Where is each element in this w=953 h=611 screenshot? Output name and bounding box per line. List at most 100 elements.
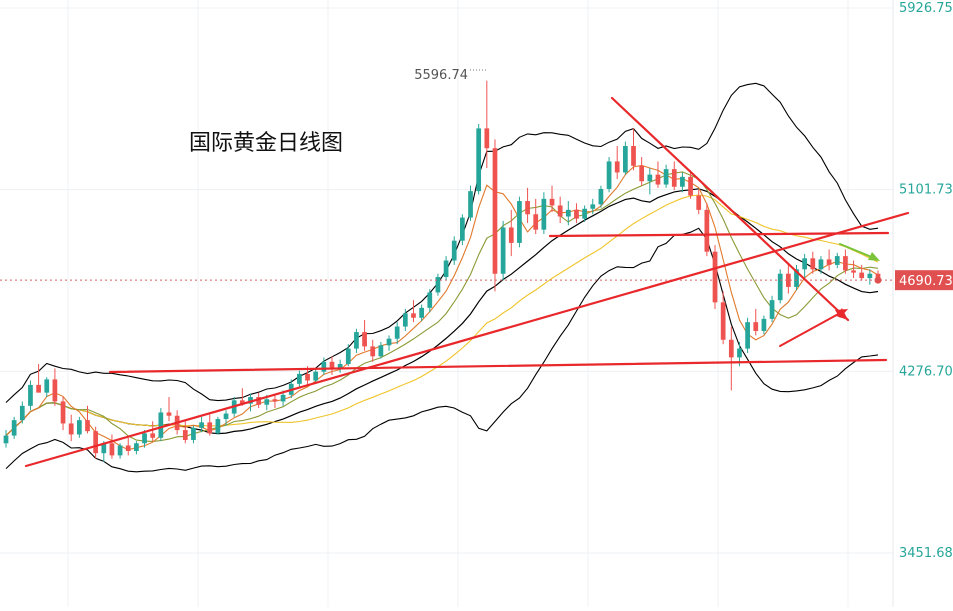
candle-body-down (826, 259, 832, 265)
grid (0, 0, 894, 607)
candle-body-up (443, 260, 449, 278)
candle-body-up (158, 412, 164, 438)
candle-body-up (745, 322, 750, 349)
candle-body-up (313, 371, 319, 381)
candle-body-up (476, 128, 482, 192)
candle-body-up (337, 364, 343, 370)
candle-body-up (623, 146, 628, 173)
candle-body-up (215, 419, 221, 434)
ma-long-line (5, 194, 879, 436)
candle-body-down (305, 373, 310, 381)
candle-body-up (663, 169, 669, 185)
bollinger-lower-band (5, 227, 879, 473)
candle-body-down (508, 227, 514, 243)
candle-body-up (297, 373, 302, 384)
horizontal-resistance-line (548, 231, 890, 238)
candle-body-up (468, 191, 473, 218)
candle-body-down (150, 433, 156, 438)
candle-body-down (492, 148, 498, 274)
candle-body-up (769, 300, 775, 319)
candle-body-down (810, 258, 816, 270)
candle-body-down (851, 270, 856, 273)
candle-body-up (345, 348, 351, 365)
candle-body-up (378, 345, 384, 357)
ma-short-line (5, 164, 879, 451)
candle-body-down (370, 346, 376, 357)
candle-body-up (3, 435, 9, 444)
candle-body-down (36, 384, 41, 393)
candle-body-down (411, 313, 416, 318)
candle-body-down (549, 198, 555, 206)
candle-body-up (386, 338, 392, 346)
candle-body-up (435, 277, 441, 293)
candle-body-down (753, 322, 759, 331)
candle-body-down (639, 165, 645, 182)
current-price-label: 4690.73 (899, 274, 953, 289)
green-arrow-line (839, 243, 875, 259)
candle-body-down (704, 209, 710, 252)
candle-body-up (264, 399, 270, 405)
rising-trendline (24, 211, 910, 468)
candle-body-up (565, 209, 571, 217)
current-price-box (895, 270, 953, 291)
candle-body-up (802, 258, 808, 270)
current-price-dot (874, 276, 882, 284)
candle-body-down (239, 400, 245, 404)
candle-body-up (606, 161, 612, 189)
candle-body-down (574, 209, 579, 219)
candle-body-down (533, 214, 539, 230)
candle-body-down (720, 302, 726, 340)
candle-body-up (191, 427, 196, 440)
candle-body-down (68, 423, 74, 435)
candle-body-up (321, 361, 327, 372)
y-axis-tick-label: 5101.73 (899, 183, 953, 198)
candle-body-down (207, 422, 213, 434)
candle-body-down (655, 174, 661, 185)
candle-body-down (688, 176, 693, 196)
candle-body-up (101, 443, 107, 454)
candle-body-up (248, 397, 253, 404)
candle-body-up (794, 269, 799, 287)
candle-body-down (272, 399, 278, 402)
candle-body-down (362, 332, 367, 347)
candle-body-down (256, 397, 261, 405)
horizontal-support-line (108, 358, 888, 374)
candle-body-up (28, 384, 33, 406)
candle-body-up (647, 174, 653, 182)
candle-body-up (134, 443, 139, 451)
candle-body-down (60, 401, 66, 424)
candle-body-up (761, 318, 767, 331)
candle-body-down (182, 430, 188, 440)
candle-body-up (590, 204, 596, 209)
candle-body-up (541, 198, 547, 230)
chart-title: 国际黄金日线图 (189, 131, 343, 156)
candle-body-up (199, 422, 204, 428)
candle-body-up (117, 445, 123, 456)
candle-body-down (712, 251, 718, 303)
candle-body-down (728, 339, 734, 358)
moving-averages (5, 164, 879, 451)
candle-body-up (394, 326, 400, 339)
candle-body-up (582, 208, 587, 219)
candle-body-down (93, 431, 99, 454)
candle-body-up (680, 176, 685, 187)
candle-body-up (834, 256, 840, 265)
candle-body-up (598, 188, 604, 205)
candle-body-down (631, 146, 636, 166)
price-axis: 5926.75 5101.73 4276.70 3451.68 4690.73 (895, 1, 953, 561)
candle-body-down (125, 445, 131, 451)
candle-body-down (166, 412, 172, 416)
y-axis-tick-label: 5926.75 (899, 1, 953, 16)
candle-body-up (867, 273, 873, 279)
candle-body-down (484, 128, 490, 149)
candle-body-up (76, 420, 82, 435)
candle-body-down (785, 273, 791, 287)
candle-body-down (329, 361, 335, 370)
candle-body-up (460, 217, 465, 241)
candle-body-down (843, 256, 848, 271)
candle-body-up (19, 405, 25, 421)
candle-body-up (818, 259, 824, 270)
green-arrowhead (868, 252, 880, 261)
